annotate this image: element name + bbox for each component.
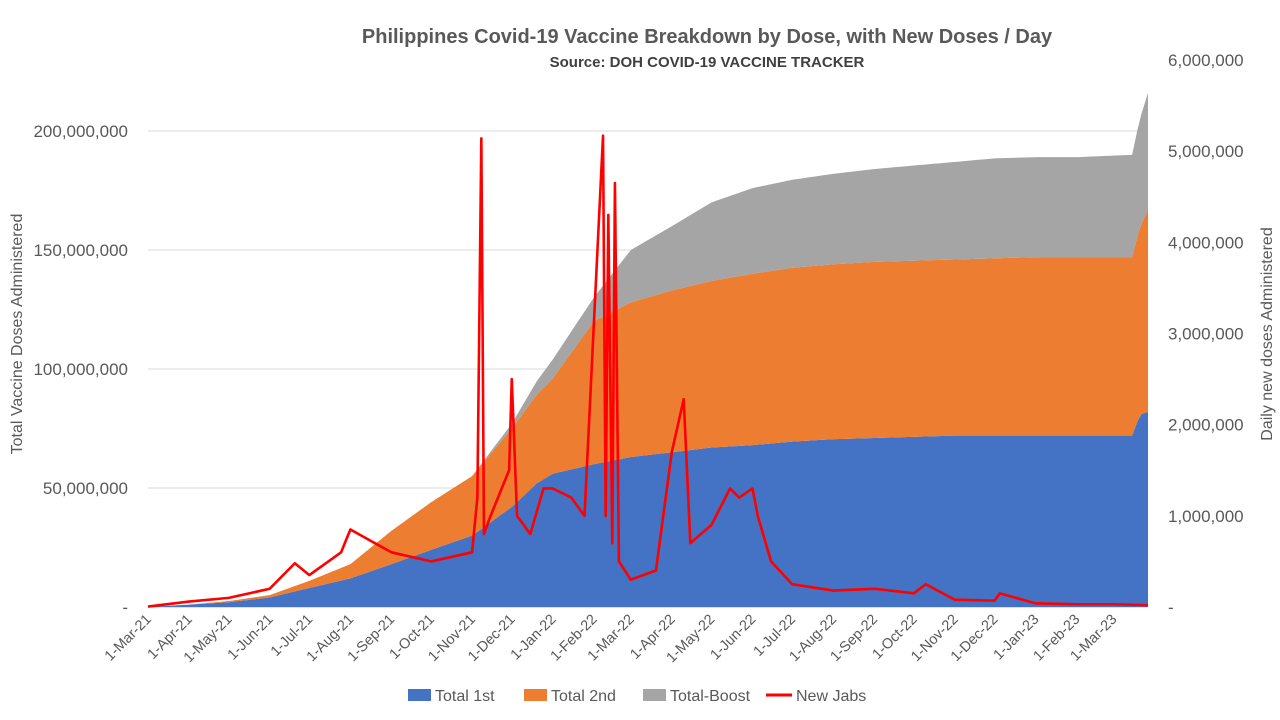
legend-label-new-jabs: New Jabs bbox=[796, 688, 866, 705]
new-jabs-line-group bbox=[147, 134, 1149, 608]
new-jabs-line bbox=[147, 134, 1149, 608]
area-total-1st bbox=[148, 411, 1148, 607]
legend-swatch-total-1st bbox=[408, 689, 431, 701]
x-tick-label-3: 1-Jun-21 bbox=[225, 612, 277, 664]
left-axis-label: Total Vaccine Doses Administered bbox=[9, 214, 26, 455]
x-axis-ticks: 1-Mar-211-Apr-211-May-211-Jun-211-Jul-21… bbox=[102, 612, 1121, 667]
y2-tick-label-5: 5,000,000 bbox=[1168, 142, 1244, 161]
y-tick-label-0: - bbox=[122, 598, 128, 617]
area-total-boost bbox=[148, 92, 1148, 608]
y2-tick-label-0: - bbox=[1168, 598, 1174, 617]
legend-swatch-total-2nd bbox=[524, 689, 547, 701]
y2-tick-label-1: 1,000,000 bbox=[1168, 507, 1244, 526]
area-total-2nd bbox=[148, 209, 1148, 608]
y2-tick-label-3: 3,000,000 bbox=[1168, 325, 1244, 344]
legend-swatch-total-boost bbox=[643, 689, 666, 701]
right-axis-ticks: - 1,000,000 2,000,000 3,000,000 4,000,000 5,0… bbox=[1168, 51, 1244, 617]
left-axis-ticks: - 50,000,000 100,000,000 150,000,000 200,000… bbox=[33, 122, 128, 617]
legend-label-total-boost: Total-Boost bbox=[670, 688, 751, 705]
y-tick-label-1: 50,000,000 bbox=[43, 479, 128, 498]
y-tick-label-2: 100,000,000 bbox=[33, 360, 128, 379]
y-tick-label-3: 150,000,000 bbox=[33, 241, 128, 260]
x-tick-label-15: 1-Jun-22 bbox=[708, 612, 760, 664]
y2-tick-label-4: 4,000,000 bbox=[1168, 233, 1244, 252]
y2-tick-label-2: 2,000,000 bbox=[1168, 416, 1244, 435]
x-tick-label-0: 1-Mar-21 bbox=[102, 612, 155, 665]
legend: Total 1st Total 2nd Total-Boost New Jabs bbox=[408, 688, 866, 705]
legend-label-total-2nd: Total 2nd bbox=[551, 688, 616, 705]
right-axis-label: Daily new doses Administered bbox=[1259, 227, 1276, 440]
y2-tick-label-6: 6,000,000 bbox=[1168, 51, 1244, 70]
chart-subtitle: Source: DOH COVID-19 VACCINE TRACKER bbox=[550, 54, 865, 71]
legend-label-total-1st: Total 1st bbox=[435, 688, 495, 705]
chart-title: Philippines Covid-19 Vaccine Breakdown b… bbox=[362, 26, 1053, 48]
stacked-areas bbox=[148, 92, 1148, 608]
y-tick-label-4: 200,000,000 bbox=[33, 122, 128, 141]
